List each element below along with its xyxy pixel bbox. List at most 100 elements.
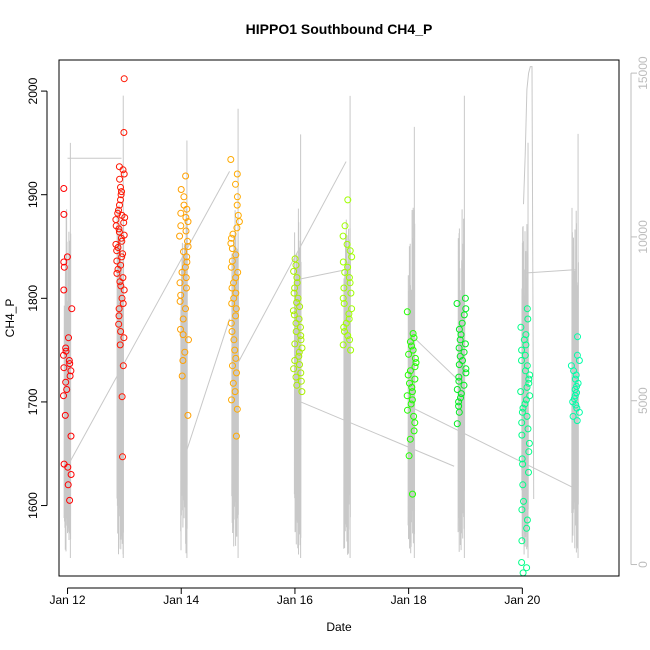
data-point — [404, 406, 411, 414]
data-point — [461, 340, 469, 348]
data-point — [519, 404, 527, 412]
data-point — [177, 186, 185, 193]
data-point — [574, 333, 581, 341]
data-point — [455, 344, 463, 352]
data-point — [229, 362, 236, 370]
data-point — [228, 245, 236, 253]
data-point — [462, 369, 470, 377]
data-point — [117, 234, 125, 242]
data-point — [346, 247, 354, 255]
data-point — [341, 222, 349, 230]
data-point — [460, 348, 468, 356]
data-point — [229, 230, 237, 238]
data-point — [233, 170, 241, 178]
altitude-profile — [63, 209, 72, 552]
data-point — [411, 375, 419, 383]
data-point — [521, 351, 529, 359]
data-point — [346, 279, 354, 287]
data-point — [340, 284, 348, 292]
x-tick-label: Jan 20 — [504, 593, 540, 607]
data-point — [228, 328, 236, 335]
data-point — [292, 261, 300, 269]
data-point — [347, 289, 355, 297]
data-point — [183, 253, 191, 261]
data-point — [116, 341, 124, 349]
data-point — [182, 305, 189, 313]
data-point — [184, 218, 192, 226]
data-point — [525, 375, 533, 383]
data-point — [292, 319, 300, 327]
data-point — [522, 341, 530, 349]
data-point — [518, 506, 526, 514]
data-point — [181, 263, 189, 271]
data-point — [455, 373, 463, 381]
data-point — [461, 294, 469, 302]
data-point — [232, 354, 240, 362]
data-point — [453, 420, 461, 428]
data-point — [232, 432, 240, 440]
data-point — [119, 250, 127, 258]
ch4-points — [60, 75, 583, 577]
data-point — [411, 419, 419, 427]
data-point — [569, 412, 577, 420]
y2-tick-label: 10000 — [636, 220, 650, 254]
data-point — [572, 401, 580, 409]
data-point — [404, 371, 412, 379]
data-point — [525, 448, 533, 456]
data-point — [575, 408, 583, 416]
data-point — [457, 394, 464, 402]
data-point — [113, 269, 121, 277]
data-point — [455, 408, 463, 416]
data-point — [297, 336, 305, 344]
data-point — [295, 348, 303, 356]
y2-tick-label: 0 — [636, 561, 650, 568]
y-tick-label: 2000 — [26, 77, 40, 104]
data-point — [121, 214, 129, 221]
data-point — [233, 201, 241, 209]
data-point — [176, 232, 184, 240]
data-point — [60, 392, 67, 400]
data-point — [406, 338, 414, 346]
data-point — [344, 332, 352, 340]
data-point — [523, 524, 531, 532]
data-point — [518, 346, 526, 354]
data-point — [296, 361, 303, 369]
data-point — [296, 303, 304, 311]
altitude-profile — [180, 208, 188, 554]
data-point — [63, 386, 71, 393]
data-point — [182, 274, 190, 282]
data-point — [114, 244, 122, 251]
x-tick-label: Jan 18 — [391, 593, 427, 607]
data-point — [117, 282, 125, 290]
data-point — [178, 268, 186, 276]
data-point — [403, 392, 411, 400]
data-point — [297, 377, 305, 385]
data-point — [119, 453, 126, 461]
data-point — [113, 247, 121, 255]
data-point — [177, 222, 185, 230]
data-point — [67, 471, 75, 478]
data-point — [409, 490, 416, 498]
data-point — [295, 352, 303, 360]
x-axis-label: Date — [326, 620, 352, 634]
data-point — [290, 267, 298, 275]
axes: Jan 12 Jan 14 Jan 16 Jan 18 Jan 20 1600 1700 18… — [26, 56, 650, 607]
data-point — [403, 308, 411, 316]
data-point — [66, 372, 74, 380]
data-point — [181, 348, 189, 356]
altitude-peak — [523, 66, 535, 500]
data-point — [184, 237, 191, 245]
data-point — [343, 240, 351, 248]
data-point — [457, 331, 465, 339]
data-point — [345, 310, 353, 318]
data-point — [406, 435, 414, 443]
data-point — [60, 263, 68, 271]
data-point — [120, 75, 128, 83]
data-point — [185, 336, 192, 344]
altitude-series — [63, 66, 579, 558]
data-point — [233, 369, 240, 377]
data-point — [179, 331, 187, 339]
data-point — [113, 257, 121, 265]
data-point — [117, 328, 125, 335]
data-point — [67, 432, 75, 440]
